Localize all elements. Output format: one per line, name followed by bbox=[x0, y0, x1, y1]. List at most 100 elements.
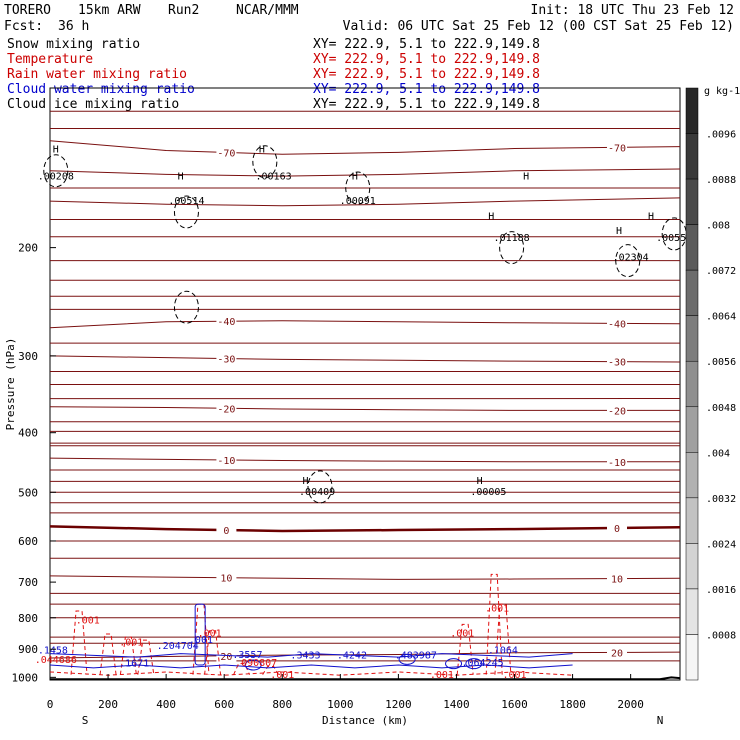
colorbar-bin bbox=[685, 315, 699, 362]
isotherm-label: -10 bbox=[217, 456, 235, 467]
colorbar-tick-label: .008 bbox=[706, 221, 730, 232]
rain-contour bbox=[70, 610, 88, 675]
legend-entry: Cloud ice mixing ratio bbox=[7, 97, 179, 112]
y-tick-label: 300 bbox=[18, 350, 38, 363]
x-tick-label: 800 bbox=[272, 698, 292, 711]
legend-entry: Cloud water mixing ratio bbox=[7, 82, 195, 97]
snow-value-label: .00163 bbox=[255, 172, 291, 183]
colorbar: .0096 .0088 .008 .0072 .0064 .0056 .0048 .004 .0… bbox=[685, 86, 740, 681]
isotherm-label-bg bbox=[607, 317, 627, 330]
isotherm-line bbox=[49, 592, 681, 595]
colorbar-unit: g kg-1 bbox=[704, 86, 740, 97]
colorbar-bin bbox=[685, 634, 699, 681]
isotherm-label-bg bbox=[216, 571, 237, 584]
legend-cross-section-coords: XY= 222.9, 5.1 to 222.9,149.8 bbox=[313, 82, 540, 97]
colorbar-tick-label: .0064 bbox=[706, 312, 736, 323]
forecast-label: Fcst: bbox=[4, 19, 43, 34]
isotherm-label: -70 bbox=[608, 143, 626, 154]
x-tick-label: 400 bbox=[156, 698, 176, 711]
isotherm-label: -40 bbox=[217, 317, 235, 328]
isotherm-label: 0 bbox=[614, 524, 620, 535]
isotherm-line bbox=[49, 491, 681, 494]
isotherm-label-bg bbox=[607, 455, 627, 468]
cloud-water-contour bbox=[194, 603, 206, 666]
cloud-water-value-label: .064245 bbox=[462, 658, 504, 669]
snow-value-label: .00409 bbox=[299, 487, 335, 498]
isotherm-line bbox=[49, 636, 681, 639]
isotherm-label: 20 bbox=[220, 652, 232, 663]
isotherm-line bbox=[49, 525, 681, 533]
isotherm-line bbox=[49, 444, 681, 447]
legend-entry: Snow mixing ratio bbox=[7, 37, 140, 52]
isotherm-line bbox=[49, 501, 681, 504]
x-axis-label: Distance (km) bbox=[322, 714, 408, 727]
isotherm-line bbox=[49, 127, 681, 130]
x-tick-label: 1600 bbox=[501, 698, 528, 711]
isotherm-line bbox=[49, 197, 681, 207]
colorbar-tick-label: .0048 bbox=[706, 403, 736, 414]
snow-contour bbox=[345, 171, 371, 205]
rain-contour bbox=[233, 663, 251, 675]
isotherm-label: -70 bbox=[217, 148, 235, 159]
rain-contour bbox=[137, 639, 155, 675]
isotherm-label: 10 bbox=[611, 575, 623, 586]
y-axis-label: Pressure (hPa) bbox=[4, 338, 17, 431]
isotherm-label-bg bbox=[607, 572, 627, 585]
isotherm-line bbox=[49, 259, 681, 262]
y-tick-label: 900 bbox=[18, 643, 38, 656]
isotherm-label: -30 bbox=[217, 355, 235, 366]
cloud-water-value-label: .204704 bbox=[157, 641, 199, 652]
colorbar-bin bbox=[685, 87, 699, 134]
organization: NCAR/MMM bbox=[236, 3, 299, 18]
isotherm-label-bg bbox=[216, 146, 237, 159]
isotherm-label-bg bbox=[216, 315, 237, 328]
isotherm-line bbox=[49, 511, 681, 514]
isotherm-line bbox=[49, 308, 681, 311]
snow-contour bbox=[307, 470, 333, 504]
south-end-label: S bbox=[82, 714, 89, 727]
isotherm-label-bg bbox=[216, 453, 237, 466]
rain-contour bbox=[49, 671, 573, 676]
axes: 0 200 400 600 800 1000 1200 1400 1600 1800 2000200… bbox=[12, 242, 644, 711]
snow-value-label: .00005 bbox=[470, 487, 506, 498]
isotherm-line bbox=[49, 457, 680, 463]
isotherm-line bbox=[49, 603, 681, 605]
cloud-water-value-label: .3433 bbox=[290, 651, 320, 662]
max-h-marker: H bbox=[648, 211, 654, 222]
legend: Snow mixing ratio XY= 222.9, 5.1 to 222.9… bbox=[7, 37, 540, 112]
isotherm-label: -30 bbox=[608, 358, 626, 369]
rain-value-label: .001 bbox=[76, 616, 100, 627]
cloud-water-contour bbox=[244, 659, 262, 671]
isotherm-line bbox=[49, 616, 681, 619]
cloud-water-value-label: .483987 bbox=[395, 651, 437, 662]
colorbar-bin bbox=[685, 497, 699, 544]
isotherm-line bbox=[49, 430, 681, 433]
rain-value-label: .090807 bbox=[235, 658, 277, 669]
isotherm-label: 0 bbox=[223, 526, 229, 537]
x-tick-label: 1000 bbox=[327, 698, 354, 711]
y-tick-label: 600 bbox=[18, 535, 38, 548]
isotherm-line bbox=[49, 442, 681, 445]
rain-contour bbox=[485, 573, 503, 675]
snow-value-label: .00514 bbox=[168, 196, 204, 207]
snow-contour bbox=[499, 231, 525, 265]
x-tick-label: 1400 bbox=[443, 698, 470, 711]
snow-contour bbox=[173, 195, 199, 229]
cloud-water-value-label: .001 bbox=[189, 635, 213, 646]
y-tick-label: 500 bbox=[18, 486, 38, 499]
isotherm-line bbox=[49, 420, 681, 423]
y-tick-label: 200 bbox=[18, 242, 38, 255]
colorbar-tick-label: .0056 bbox=[706, 357, 736, 368]
cloud-water-contour bbox=[445, 658, 463, 670]
cloud-water-contour bbox=[49, 653, 573, 658]
snow-value-label: .00091 bbox=[340, 196, 376, 207]
isotherm-line bbox=[49, 480, 681, 483]
snow-value-label: .00208 bbox=[38, 172, 74, 183]
isotherm-label-bg bbox=[607, 141, 627, 154]
forecast-hour: 36 h bbox=[58, 19, 89, 34]
snow-contour bbox=[173, 290, 199, 324]
isotherm-label-bg bbox=[216, 352, 237, 365]
snow-value-label: .01188 bbox=[494, 233, 530, 244]
snow-value-label: .00550 bbox=[656, 233, 692, 244]
max-h-marker: H bbox=[616, 226, 622, 237]
